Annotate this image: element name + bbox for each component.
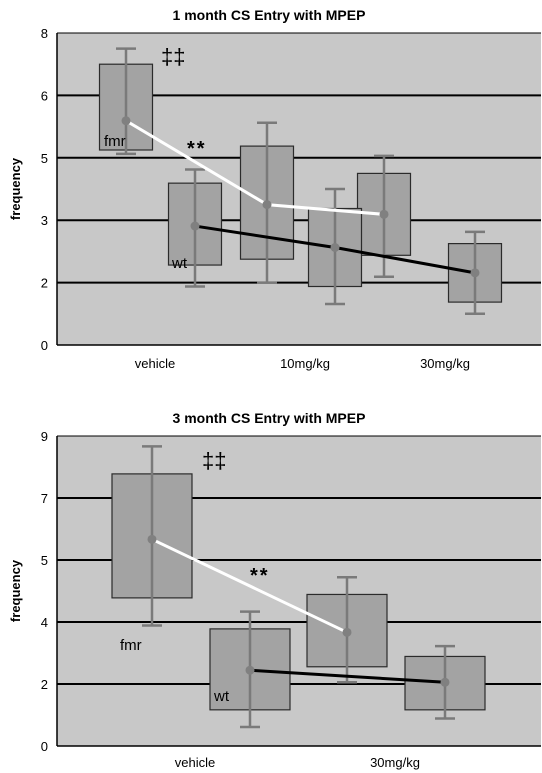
median-point: [147, 534, 157, 544]
box-fmr: [111, 445, 193, 627]
median-point: [440, 677, 450, 687]
x-category-label: 30mg/kg: [370, 755, 420, 770]
y-axis-label: frequency: [8, 559, 23, 622]
median-point: [245, 665, 255, 675]
y-tick-label: 3: [41, 213, 48, 228]
significance-marker: ‡‡: [202, 448, 226, 473]
series-label-wt: wt: [213, 688, 230, 705]
median-line-fmr: [151, 537, 348, 634]
chart-panel-2: 0 2 4 5 7 9 3 month CS Entry with MPEP frequenc…: [8, 410, 541, 770]
y-tick-label: 2: [41, 276, 48, 291]
median-point: [262, 200, 272, 210]
y-tick-label: 0: [41, 739, 48, 754]
y-tick-label: 5: [41, 151, 48, 166]
median-point: [379, 209, 389, 219]
series-label-wt: wt: [171, 255, 188, 272]
median-point: [470, 268, 480, 278]
chart-title: 1 month CS Entry with MPEP: [173, 7, 366, 23]
significance-marker: ‡‡: [161, 44, 185, 69]
box-fmr: [98, 47, 154, 156]
series-label-fmr: fmr: [104, 133, 126, 150]
y-tick-label: 2: [41, 677, 48, 692]
y-tick-label: 9: [41, 429, 48, 444]
x-category-label: vehicle: [135, 356, 175, 371]
y-tick-label: 4: [41, 615, 48, 630]
chart-panel-1: 0 2 3 5 6 8 1 month CS Entry with MPEP frequenc…: [8, 7, 541, 371]
y-tick-label: 5: [41, 553, 48, 568]
y-tick-label: 8: [41, 26, 48, 41]
series-label-fmr: fmr: [120, 637, 142, 654]
median-point: [190, 221, 200, 231]
x-category-label: vehicle: [175, 755, 215, 770]
median-point: [121, 116, 131, 126]
median-point: [330, 243, 340, 252]
x-category-label: 30mg/kg: [420, 356, 470, 371]
significance-stars: **: [187, 138, 207, 160]
x-category-label: 10mg/kg: [280, 356, 330, 371]
significance-stars: **: [250, 565, 270, 587]
median-line-wt: [249, 668, 446, 684]
y-axis-label: frequency: [8, 157, 23, 220]
chart-title: 3 month CS Entry with MPEP: [173, 410, 366, 426]
y-tick-label: 7: [41, 491, 48, 506]
y-tick-label: 6: [41, 88, 48, 103]
y-tick-label: 0: [41, 338, 48, 353]
median-point: [342, 627, 352, 637]
box-wt: [404, 644, 486, 720]
